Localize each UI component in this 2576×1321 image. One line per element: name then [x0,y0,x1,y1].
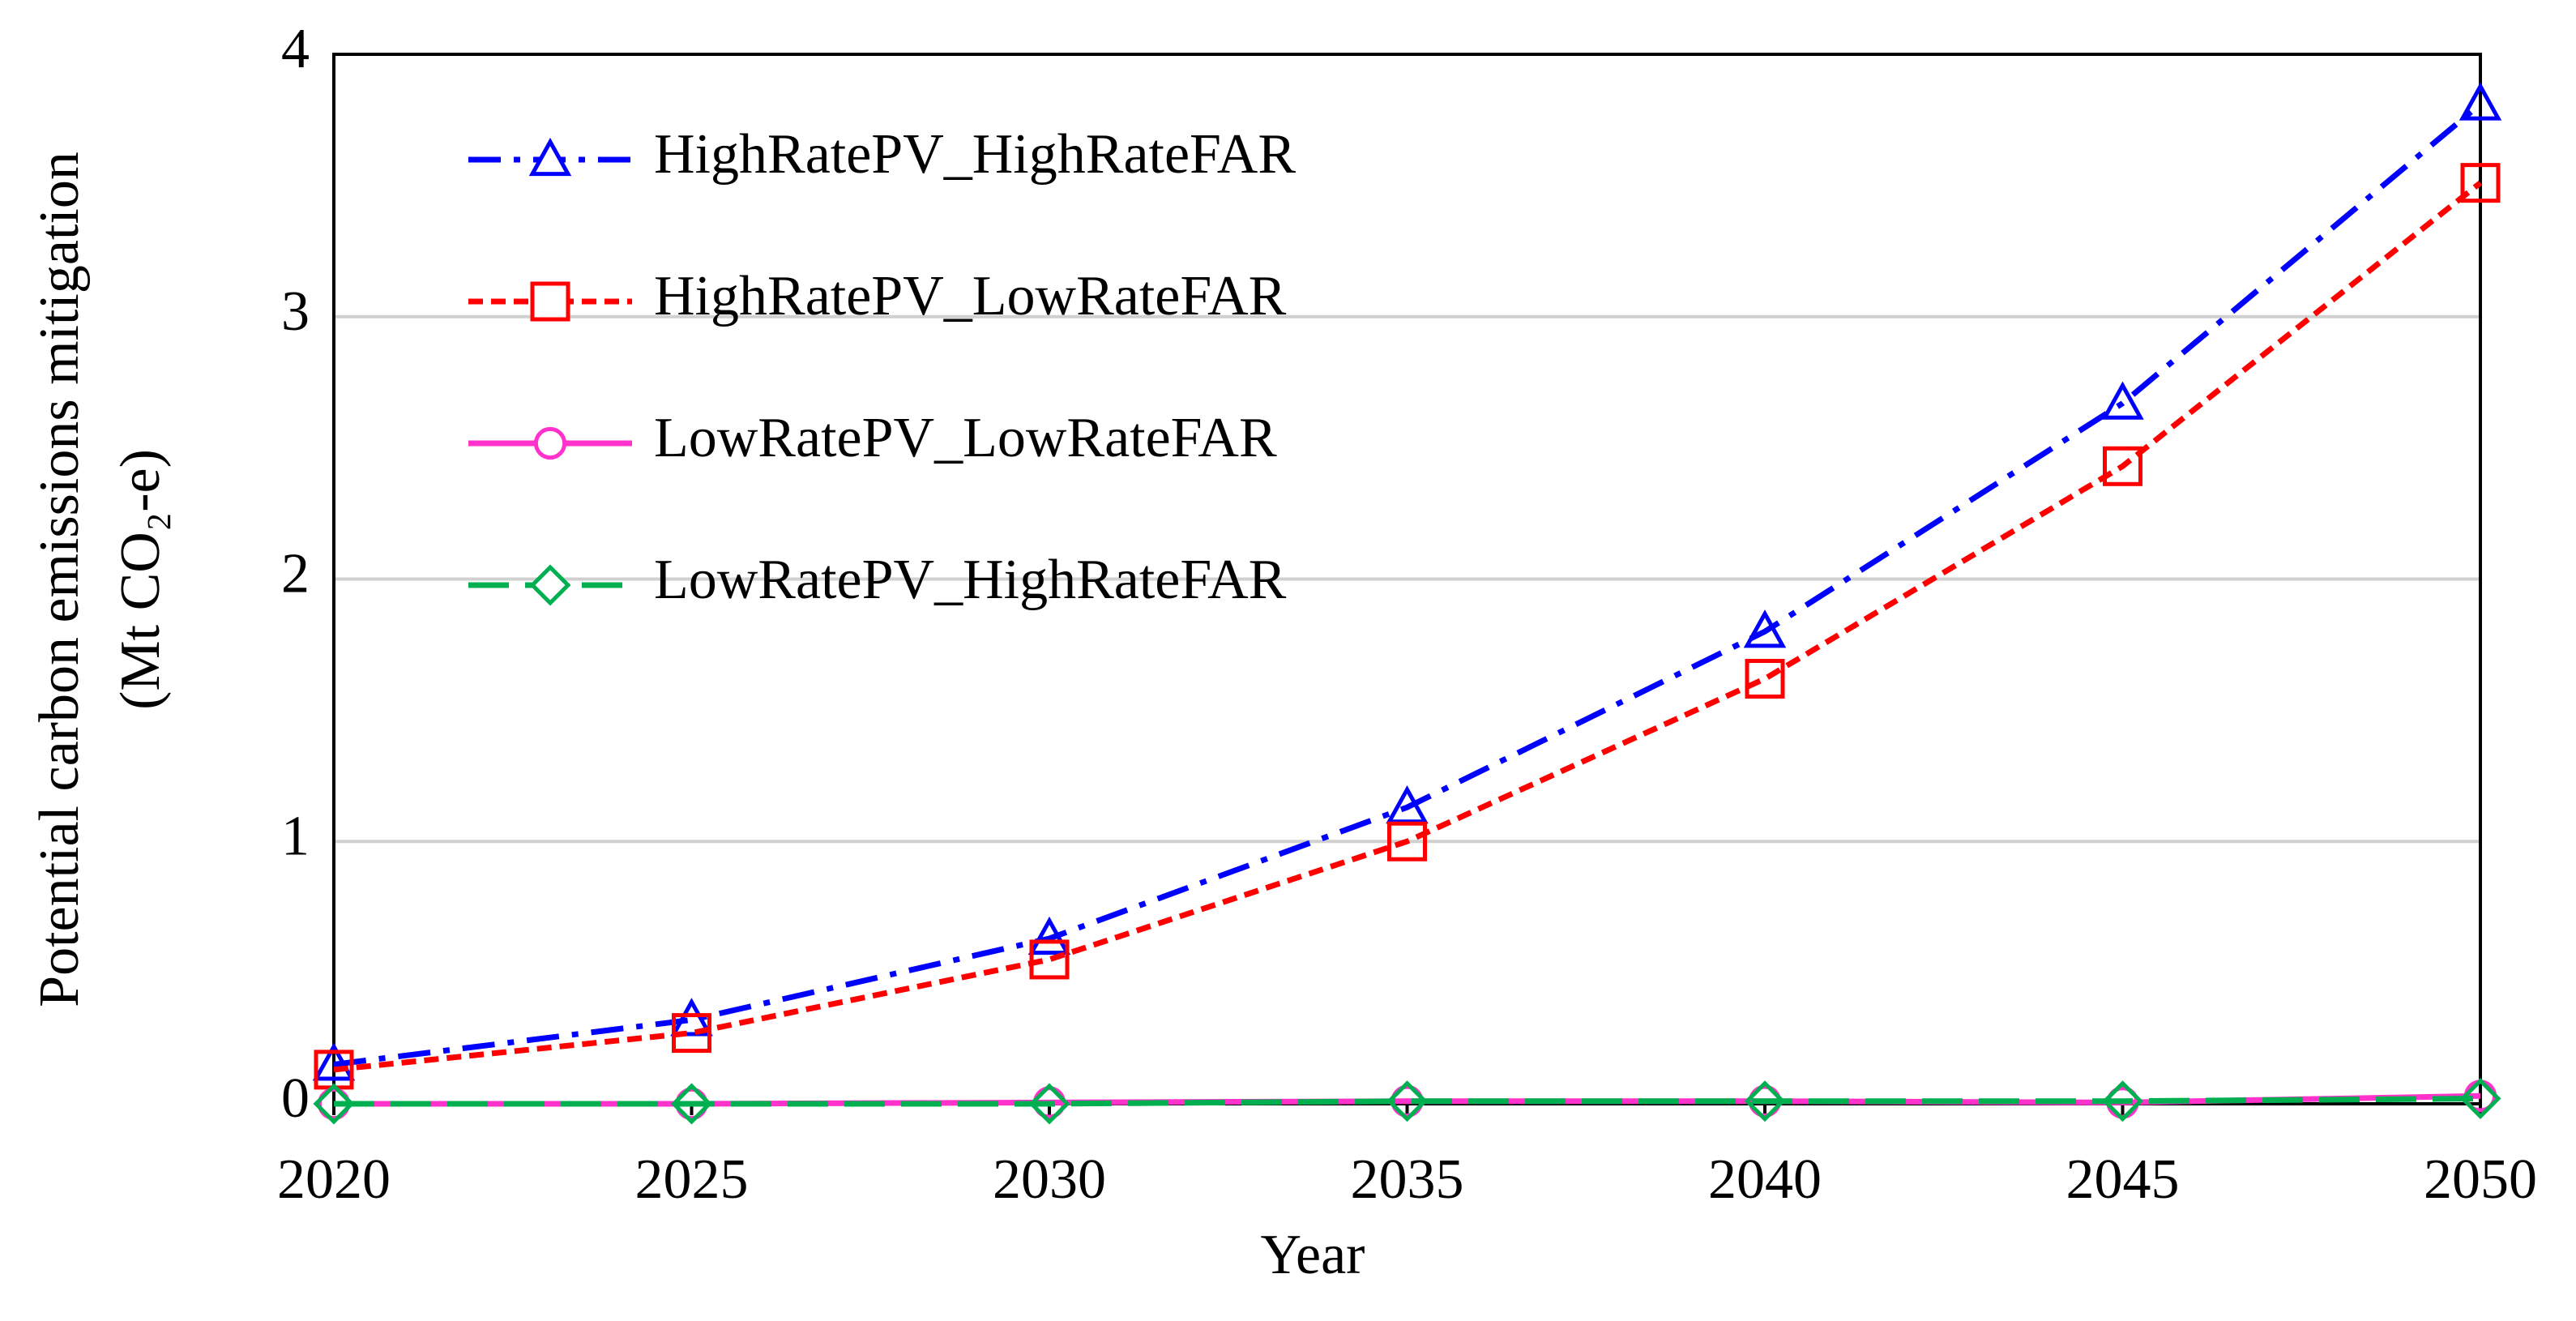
marker [1744,1080,1786,1122]
legend-marker [530,281,570,322]
x-tick-label: 2030 [993,1148,1106,1211]
marker [2103,446,2142,486]
series-line [333,101,2483,1067]
y-axis-title: Potential carbon emissions mitigation [28,152,91,1007]
marker [2460,163,2501,203]
marker [1027,916,1071,955]
series-line [333,180,2483,1073]
marker [1029,939,1070,980]
y-axis-title-unit: (Mt CO₂-e) [109,449,172,710]
x-axis-title: Year [1261,1224,1365,1286]
legend-marker [528,137,572,177]
marker [672,1013,711,1054]
x-tick-label: 2045 [2066,1148,2180,1211]
legend-label: LowRatePV_HighRateFAR [654,549,1287,611]
legend-marker [533,426,567,460]
marker [313,1083,355,1125]
marker [312,1042,356,1081]
legend-label: HighRatePV_HighRateFAR [654,123,1296,186]
marker [1387,821,1427,861]
y-tick-label: 3 [281,280,310,343]
x-tick-label: 2040 [1708,1148,1822,1211]
x-tick-label: 2035 [1351,1148,1464,1211]
marker [2101,381,2144,420]
legend-label: LowRatePV_LowRateFAR [654,407,1277,469]
marker [1743,609,1787,648]
legend-marker [529,564,571,606]
y-tick-label: 0 [281,1067,310,1130]
y-tick-label: 2 [281,543,310,605]
marker [2459,1077,2501,1120]
series-line [334,1096,2481,1107]
y-tick-label: 4 [281,18,310,80]
marker [670,998,713,1037]
marker [2459,82,2502,121]
marker [2101,1080,2144,1122]
marker [1028,1083,1070,1125]
x-tick-label: 2050 [2424,1148,2537,1211]
x-tick-label: 2020 [277,1148,391,1211]
x-tick-label: 2025 [635,1148,749,1211]
marker [1745,659,1785,699]
marker [670,1083,713,1125]
marker [1386,1080,1429,1122]
legend-label: HighRatePV_LowRateFAR [654,265,1287,327]
y-tick-label: 1 [281,805,310,867]
